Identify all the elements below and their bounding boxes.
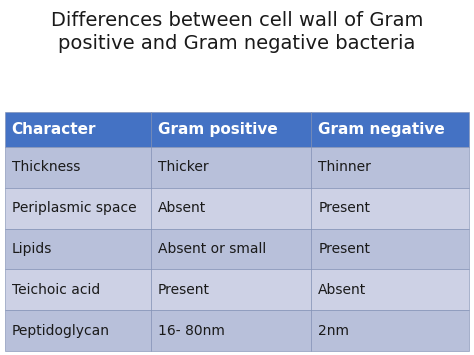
- Text: Character: Character: [12, 122, 96, 137]
- Text: Present: Present: [319, 242, 370, 256]
- Text: Periplasmic space: Periplasmic space: [12, 201, 137, 215]
- Text: Gram positive: Gram positive: [158, 122, 278, 137]
- Text: Thinner: Thinner: [319, 160, 371, 174]
- Text: Thicker: Thicker: [158, 160, 209, 174]
- Text: Present: Present: [319, 201, 370, 215]
- Text: Absent: Absent: [319, 283, 366, 297]
- Text: Gram negative: Gram negative: [319, 122, 445, 137]
- Text: Lipids: Lipids: [12, 242, 52, 256]
- Text: Absent or small: Absent or small: [158, 242, 266, 256]
- Text: Peptidoglycan: Peptidoglycan: [12, 324, 109, 338]
- Text: Present: Present: [158, 283, 210, 297]
- Text: 2nm: 2nm: [319, 324, 349, 338]
- Text: 16- 80nm: 16- 80nm: [158, 324, 225, 338]
- Text: Thickness: Thickness: [12, 160, 80, 174]
- Text: Absent: Absent: [158, 201, 206, 215]
- Text: Teichoic acid: Teichoic acid: [12, 283, 100, 297]
- Text: Differences between cell wall of Gram
positive and Gram negative bacteria: Differences between cell wall of Gram po…: [51, 11, 423, 53]
